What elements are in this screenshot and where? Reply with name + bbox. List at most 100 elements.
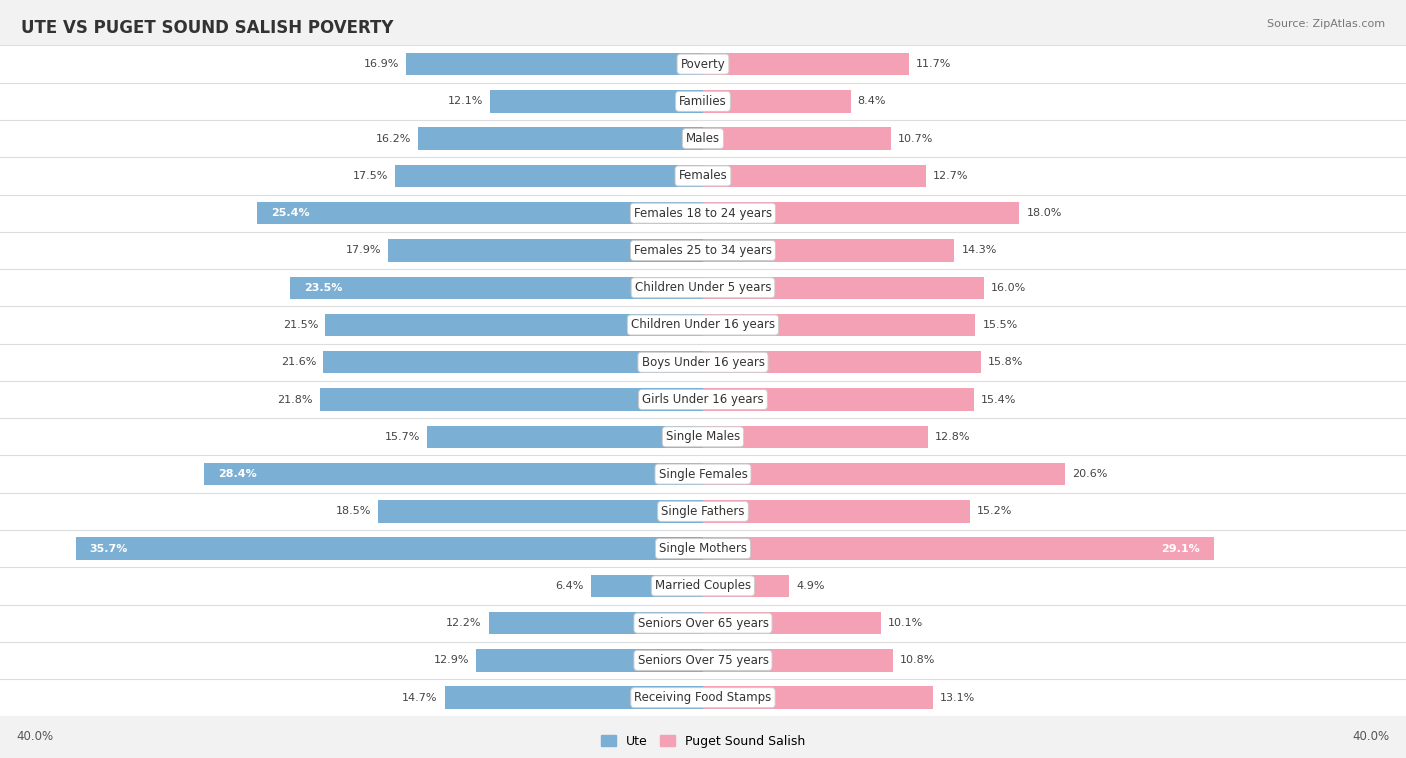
Text: Source: ZipAtlas.com: Source: ZipAtlas.com	[1267, 19, 1385, 29]
Bar	[703, 277, 984, 299]
Bar	[0, 605, 1406, 642]
Bar	[0, 306, 1406, 343]
Bar	[489, 612, 703, 634]
Bar	[0, 83, 1406, 120]
Text: 15.8%: 15.8%	[987, 357, 1024, 368]
Bar	[703, 240, 955, 262]
Text: 29.1%: 29.1%	[1161, 543, 1201, 553]
Bar	[703, 202, 1019, 224]
Bar	[290, 277, 703, 299]
Text: 13.1%: 13.1%	[941, 693, 976, 703]
Text: 15.2%: 15.2%	[977, 506, 1012, 516]
Bar	[703, 90, 851, 112]
Bar	[0, 456, 1406, 493]
Bar	[321, 388, 703, 411]
Bar	[0, 679, 1406, 716]
Text: 16.2%: 16.2%	[375, 133, 412, 144]
Text: 40.0%: 40.0%	[1353, 730, 1389, 744]
Text: 12.8%: 12.8%	[935, 432, 970, 442]
Bar	[406, 53, 703, 75]
Bar	[388, 240, 703, 262]
Bar	[325, 314, 703, 337]
Bar	[0, 343, 1406, 381]
Text: Males: Males	[686, 132, 720, 145]
Text: Females 18 to 24 years: Females 18 to 24 years	[634, 207, 772, 220]
Text: 8.4%: 8.4%	[858, 96, 886, 106]
Bar	[0, 269, 1406, 306]
Bar	[0, 642, 1406, 679]
Text: Single Females: Single Females	[658, 468, 748, 481]
Text: 23.5%: 23.5%	[304, 283, 343, 293]
Text: 12.1%: 12.1%	[449, 96, 484, 106]
Bar	[703, 314, 976, 337]
Bar	[378, 500, 703, 522]
Text: 15.7%: 15.7%	[385, 432, 420, 442]
Text: 12.9%: 12.9%	[434, 656, 470, 666]
Bar	[0, 120, 1406, 158]
Text: 10.8%: 10.8%	[900, 656, 935, 666]
Bar	[703, 575, 789, 597]
Text: Seniors Over 75 years: Seniors Over 75 years	[637, 654, 769, 667]
Bar	[703, 164, 927, 187]
Bar	[703, 500, 970, 522]
Text: 20.6%: 20.6%	[1073, 469, 1108, 479]
Bar	[323, 351, 703, 374]
Text: Single Males: Single Males	[666, 431, 740, 443]
Bar	[0, 232, 1406, 269]
Bar	[477, 649, 703, 672]
Text: 21.8%: 21.8%	[277, 394, 314, 405]
Text: 16.0%: 16.0%	[991, 283, 1026, 293]
Text: 21.6%: 21.6%	[281, 357, 316, 368]
Text: 6.4%: 6.4%	[555, 581, 583, 591]
Bar	[703, 127, 891, 150]
Bar	[76, 537, 703, 559]
Text: 18.0%: 18.0%	[1026, 208, 1062, 218]
Text: 35.7%: 35.7%	[90, 543, 128, 553]
Bar	[703, 612, 880, 634]
Text: 28.4%: 28.4%	[218, 469, 257, 479]
Bar	[491, 90, 703, 112]
Bar	[427, 425, 703, 448]
Text: Single Mothers: Single Mothers	[659, 542, 747, 555]
Text: Poverty: Poverty	[681, 58, 725, 70]
Text: Single Fathers: Single Fathers	[661, 505, 745, 518]
Bar	[0, 567, 1406, 605]
Bar	[703, 537, 1215, 559]
Text: 40.0%: 40.0%	[17, 730, 53, 744]
Text: Children Under 16 years: Children Under 16 years	[631, 318, 775, 331]
Text: 21.5%: 21.5%	[283, 320, 318, 330]
Text: 4.9%: 4.9%	[796, 581, 825, 591]
Text: 12.2%: 12.2%	[446, 618, 481, 628]
Bar	[0, 530, 1406, 567]
Text: 16.9%: 16.9%	[364, 59, 399, 69]
Text: 15.5%: 15.5%	[983, 320, 1018, 330]
Text: 18.5%: 18.5%	[336, 506, 371, 516]
Bar	[0, 45, 1406, 83]
Bar	[0, 381, 1406, 418]
Bar	[703, 388, 973, 411]
Bar	[0, 158, 1406, 195]
Legend: Ute, Puget Sound Salish: Ute, Puget Sound Salish	[600, 735, 806, 748]
Text: Children Under 5 years: Children Under 5 years	[634, 281, 772, 294]
Text: Families: Families	[679, 95, 727, 108]
Bar	[703, 53, 908, 75]
Bar	[0, 195, 1406, 232]
Bar	[0, 493, 1406, 530]
Bar	[591, 575, 703, 597]
Bar	[703, 351, 981, 374]
Text: 14.3%: 14.3%	[962, 246, 997, 255]
Bar	[204, 463, 703, 485]
Text: 15.4%: 15.4%	[981, 394, 1017, 405]
Text: Seniors Over 65 years: Seniors Over 65 years	[637, 617, 769, 630]
Text: 25.4%: 25.4%	[271, 208, 309, 218]
Bar	[444, 687, 703, 709]
Text: 17.5%: 17.5%	[353, 171, 388, 181]
Text: Females: Females	[679, 170, 727, 183]
Bar	[703, 649, 893, 672]
Text: Females 25 to 34 years: Females 25 to 34 years	[634, 244, 772, 257]
Text: 10.7%: 10.7%	[898, 133, 934, 144]
Bar	[703, 463, 1066, 485]
Text: 17.9%: 17.9%	[346, 246, 381, 255]
Text: Boys Under 16 years: Boys Under 16 years	[641, 356, 765, 368]
Text: UTE VS PUGET SOUND SALISH POVERTY: UTE VS PUGET SOUND SALISH POVERTY	[21, 19, 394, 37]
